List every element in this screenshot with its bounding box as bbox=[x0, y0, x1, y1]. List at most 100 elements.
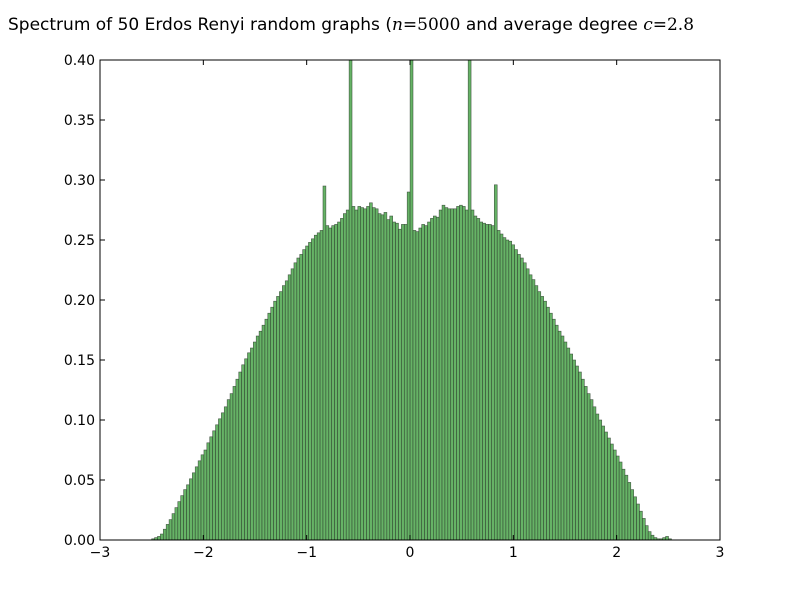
histogram-bar bbox=[496, 230, 501, 540]
histogram-bar bbox=[369, 202, 373, 540]
histogram-bar bbox=[415, 231, 420, 540]
histogram-bar bbox=[157, 536, 161, 540]
histogram-bar bbox=[473, 215, 478, 540]
x-tick-label: 1 bbox=[509, 545, 518, 561]
histogram-bar bbox=[630, 489, 634, 540]
y-tick-label: 0.25 bbox=[64, 233, 95, 249]
histogram-bar bbox=[337, 221, 341, 540]
histogram-bar bbox=[299, 254, 303, 540]
histogram-bar bbox=[592, 406, 597, 540]
histogram-bar bbox=[229, 393, 234, 540]
histogram-bar bbox=[491, 225, 495, 540]
title-n-value: =5000 bbox=[402, 15, 461, 35]
histogram-bar bbox=[267, 312, 272, 540]
histogram-bar bbox=[255, 335, 260, 540]
histogram-bar bbox=[264, 318, 269, 540]
histogram-bar bbox=[607, 437, 611, 540]
histogram-bar bbox=[499, 233, 504, 540]
histogram-bar bbox=[601, 425, 605, 540]
histogram-bar bbox=[520, 257, 524, 540]
histogram-bar bbox=[493, 184, 498, 540]
histogram-bar bbox=[511, 244, 515, 540]
histogram-bar bbox=[459, 204, 463, 540]
histogram-bar bbox=[453, 208, 457, 540]
histogram-bar bbox=[348, 60, 353, 540]
histogram-bar bbox=[464, 209, 469, 540]
histogram-bar bbox=[203, 449, 208, 540]
histogram-bar bbox=[618, 461, 623, 540]
histogram-bar bbox=[357, 206, 362, 540]
histogram-bar bbox=[215, 424, 219, 540]
histogram-bar bbox=[374, 208, 379, 540]
histogram-bar bbox=[572, 359, 576, 540]
histogram-bar bbox=[479, 221, 483, 540]
y-tick-label: 0.35 bbox=[64, 113, 95, 129]
histogram-bar bbox=[537, 291, 542, 540]
histogram-bar bbox=[531, 279, 536, 540]
title-n-symbol: n bbox=[391, 15, 403, 35]
bars-group bbox=[151, 60, 672, 540]
histogram-bar bbox=[302, 249, 306, 540]
histogram-bar bbox=[189, 478, 193, 540]
histogram-bar bbox=[546, 306, 550, 540]
histogram-bar bbox=[340, 218, 344, 540]
histogram-bar bbox=[258, 330, 263, 540]
histogram-bar bbox=[162, 528, 167, 540]
histogram-bar bbox=[241, 364, 245, 540]
y-tick-label: 0.10 bbox=[64, 413, 95, 429]
histogram-bar bbox=[308, 242, 312, 540]
histogram-bar bbox=[554, 324, 559, 540]
histogram-bar bbox=[438, 209, 443, 540]
histogram-bar bbox=[232, 386, 237, 540]
histogram-bar bbox=[647, 531, 652, 540]
histogram-bar bbox=[354, 209, 359, 540]
y-tick-label: 0.30 bbox=[64, 173, 95, 189]
title-text: Spectrum of 50 Erdos Renyi random graphs… bbox=[8, 15, 392, 35]
histogram-bar bbox=[528, 274, 533, 540]
histogram-bar bbox=[311, 238, 315, 540]
histogram-bar bbox=[589, 399, 594, 540]
histogram-bar bbox=[279, 291, 283, 540]
histogram-bar bbox=[194, 466, 199, 540]
histogram-bar bbox=[325, 225, 330, 540]
histogram-bar bbox=[363, 208, 367, 540]
x-tick-label: −3 bbox=[90, 545, 111, 561]
histogram-bar bbox=[238, 371, 242, 540]
histogram-bar bbox=[334, 224, 338, 540]
histogram-bar bbox=[290, 268, 295, 540]
histogram-bar bbox=[595, 413, 600, 540]
histogram-bar bbox=[377, 213, 382, 540]
histogram-bar bbox=[276, 296, 280, 540]
histogram-bar bbox=[316, 232, 321, 540]
histogram-bar bbox=[221, 412, 225, 540]
histogram-bar bbox=[540, 296, 544, 540]
histogram-bar bbox=[186, 484, 190, 540]
histogram-bar bbox=[447, 208, 452, 540]
histogram-bar bbox=[543, 300, 547, 540]
histogram-bar bbox=[313, 234, 318, 540]
histogram-bar bbox=[644, 525, 649, 540]
histogram-bar bbox=[252, 341, 257, 540]
histogram-bar bbox=[160, 533, 164, 540]
histogram-bar bbox=[235, 378, 240, 540]
histogram-bar bbox=[598, 419, 603, 540]
histogram-bar bbox=[261, 324, 266, 540]
histogram-bar bbox=[424, 225, 428, 540]
x-tick-label: −1 bbox=[296, 545, 317, 561]
histogram-bar bbox=[470, 209, 475, 540]
title-middle-text: and average degree bbox=[460, 15, 644, 35]
histogram-bar bbox=[345, 209, 350, 540]
histogram-bar bbox=[427, 221, 431, 540]
histogram-bar bbox=[401, 224, 405, 540]
histogram-bar bbox=[218, 418, 222, 540]
histogram-bar bbox=[351, 206, 356, 540]
histogram-bar bbox=[517, 254, 521, 540]
title-c-symbol: c bbox=[643, 15, 653, 35]
histogram-bar bbox=[450, 208, 454, 540]
histogram-bar bbox=[639, 510, 643, 540]
x-tick-label: −2 bbox=[193, 545, 214, 561]
histogram-bar bbox=[610, 443, 614, 540]
y-tick-label: 0.15 bbox=[64, 353, 95, 369]
histogram-bar bbox=[636, 503, 640, 540]
